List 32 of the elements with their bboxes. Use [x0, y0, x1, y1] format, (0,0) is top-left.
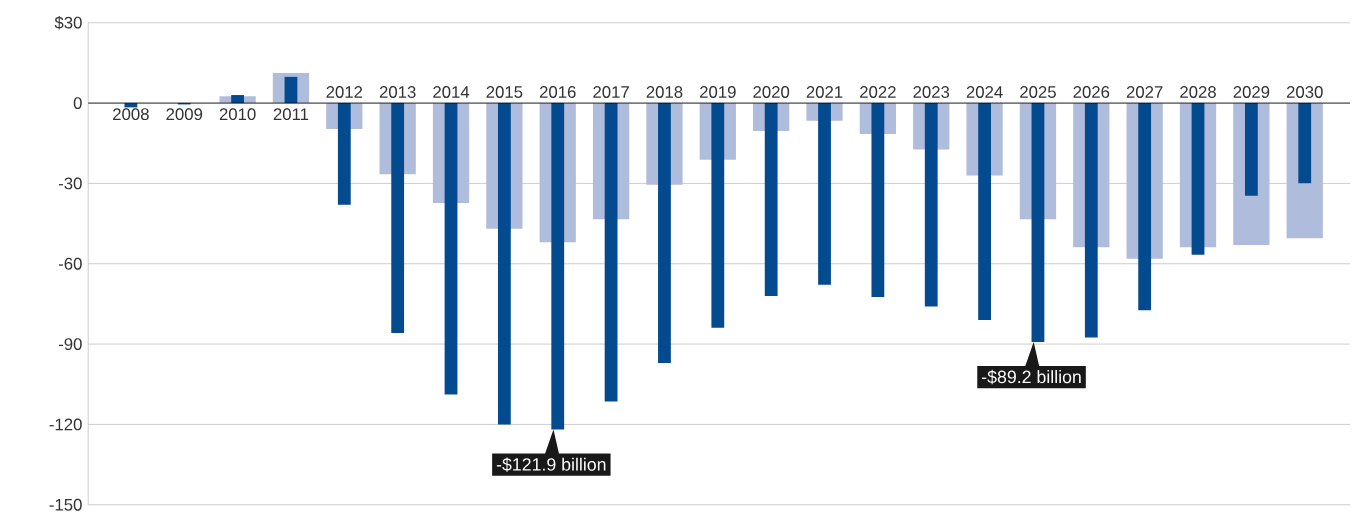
x-tick-label: 2021 — [806, 86, 843, 99]
x-tick-label: 2024 — [966, 86, 1003, 99]
x-tick-label: 2015 — [486, 86, 523, 99]
x-tick-label: 2022 — [860, 86, 896, 99]
x-tick-label: 2019 — [700, 86, 736, 99]
x-tick-label: 2026 — [1073, 86, 1110, 99]
x-tick-label: 2027 — [1126, 86, 1163, 99]
x-tick-label: 2011 — [273, 108, 309, 121]
x-tick-label: 2016 — [539, 86, 576, 99]
x-tick-label: 2017 — [593, 86, 629, 99]
y-tick-label: -120 — [49, 418, 82, 431]
x-tick-label: 2010 — [219, 108, 256, 121]
x-tick-label: 2009 — [166, 108, 203, 121]
y-tick-label: -150 — [49, 499, 82, 511]
x-tick-label: 2008 — [113, 108, 149, 121]
x-tick-label: 2018 — [646, 86, 683, 99]
y-tick-label: -90 — [58, 338, 82, 351]
x-tick-label: 2014 — [433, 86, 470, 99]
y-tick-label: -30 — [58, 177, 82, 190]
y-tick-label: -60 — [58, 258, 82, 270]
x-tick-label: 2025 — [1020, 86, 1056, 99]
x-tick-label: 2020 — [753, 86, 790, 99]
x-tick-label: 2023 — [913, 86, 950, 99]
x-tick-label: 2030 — [1286, 86, 1323, 99]
x-tick-label: 2012 — [326, 86, 363, 99]
y-tick-label: $30 — [54, 16, 82, 30]
y-tick-label: 0 — [73, 97, 82, 110]
x-tick-label: 2028 — [1180, 86, 1216, 99]
annotation: -$89.2 billion — [982, 370, 1081, 385]
annotation: -$121.9 billion — [496, 457, 606, 472]
x-tick-label: 2029 — [1233, 86, 1270, 99]
x-tick-label: 2013 — [379, 86, 416, 99]
